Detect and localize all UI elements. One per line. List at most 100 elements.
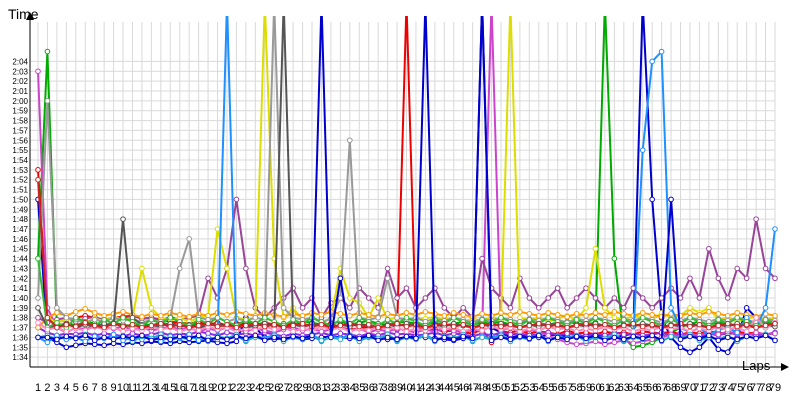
data-point bbox=[554, 311, 561, 318]
data-point bbox=[261, 323, 268, 330]
axes: Time Laps 1:341:351:361:371:381:391:401:… bbox=[8, 6, 789, 394]
data-point bbox=[243, 310, 249, 317]
data-point bbox=[347, 305, 353, 311]
data-point bbox=[148, 337, 155, 344]
data-point bbox=[545, 314, 552, 321]
data-point bbox=[347, 312, 353, 319]
data-point bbox=[649, 58, 655, 65]
data-point bbox=[545, 337, 552, 344]
data-point bbox=[356, 314, 363, 321]
x-tick-label: 4 bbox=[63, 382, 69, 394]
data-point bbox=[743, 321, 750, 328]
data-point bbox=[687, 275, 693, 282]
data-point bbox=[743, 275, 750, 282]
data-point bbox=[35, 319, 41, 326]
data-point bbox=[422, 309, 429, 315]
data-point bbox=[753, 216, 759, 222]
data-point bbox=[649, 305, 655, 311]
data-point bbox=[63, 321, 70, 328]
x-axis-label: Laps bbox=[742, 358, 771, 373]
data-point bbox=[621, 322, 627, 329]
data-point bbox=[54, 309, 60, 316]
data-point bbox=[176, 311, 183, 318]
data-point bbox=[772, 312, 778, 319]
data-point bbox=[110, 336, 117, 343]
data-point bbox=[195, 332, 202, 339]
data-point bbox=[715, 322, 722, 329]
data-point bbox=[394, 295, 400, 301]
data-point bbox=[35, 295, 41, 301]
plot-area bbox=[35, 16, 778, 356]
data-point bbox=[649, 196, 655, 203]
data-point bbox=[271, 334, 278, 341]
data-point bbox=[639, 309, 646, 316]
data-point bbox=[54, 336, 60, 343]
data-point bbox=[280, 313, 287, 320]
data-point bbox=[243, 316, 249, 323]
data-point bbox=[176, 328, 183, 335]
x-tick-label: 17 bbox=[183, 382, 195, 394]
data-point bbox=[243, 335, 249, 342]
data-point bbox=[734, 314, 741, 321]
data-point bbox=[507, 336, 514, 343]
data-point bbox=[526, 316, 533, 323]
x-tick-label: 50 bbox=[495, 382, 507, 394]
data-point bbox=[526, 310, 533, 317]
x-tick-label: 77 bbox=[750, 382, 762, 394]
data-point bbox=[101, 342, 107, 349]
data-point bbox=[252, 314, 259, 321]
data-point bbox=[91, 316, 98, 323]
data-point bbox=[658, 48, 665, 55]
data-point bbox=[148, 310, 155, 317]
data-point bbox=[545, 309, 552, 316]
data-point bbox=[422, 295, 429, 301]
x-tick-label: 26 bbox=[268, 382, 280, 394]
data-point bbox=[762, 265, 769, 272]
data-point bbox=[535, 332, 542, 339]
x-tick-label: 74 bbox=[722, 382, 734, 394]
x-tick-label: 10 bbox=[117, 382, 129, 394]
data-point bbox=[592, 245, 599, 252]
data-point bbox=[460, 305, 466, 311]
data-point bbox=[120, 309, 126, 315]
data-point bbox=[35, 324, 41, 331]
data-point bbox=[611, 339, 618, 346]
data-point bbox=[573, 322, 580, 329]
data-point bbox=[564, 324, 570, 331]
y-tick-label: 1:37 bbox=[12, 324, 28, 333]
data-point bbox=[564, 330, 570, 337]
data-point bbox=[441, 320, 448, 327]
data-point bbox=[413, 335, 419, 342]
data-point bbox=[611, 324, 618, 331]
data-point bbox=[715, 346, 722, 353]
data-point bbox=[706, 324, 712, 331]
data-point bbox=[337, 322, 344, 329]
x-tick-label: 34 bbox=[344, 382, 356, 394]
data-point bbox=[602, 321, 608, 328]
data-point bbox=[724, 320, 731, 327]
data-point bbox=[639, 323, 646, 330]
data-point bbox=[696, 311, 703, 318]
data-point bbox=[375, 295, 381, 301]
data-point bbox=[450, 323, 457, 330]
data-point bbox=[724, 334, 731, 341]
data-point bbox=[639, 335, 646, 342]
data-point bbox=[762, 316, 769, 323]
x-tick-label: 73 bbox=[712, 382, 724, 394]
data-point bbox=[337, 330, 344, 337]
data-point bbox=[592, 309, 599, 316]
x-tick-label: 49 bbox=[485, 382, 497, 394]
data-point bbox=[54, 305, 60, 311]
y-tick-label: 1:52 bbox=[12, 176, 28, 185]
x-tick-label: 6 bbox=[82, 382, 88, 394]
data-point bbox=[176, 321, 183, 328]
data-point bbox=[205, 275, 211, 282]
data-point bbox=[724, 326, 731, 333]
data-point bbox=[687, 333, 693, 340]
series-layer bbox=[35, 16, 778, 356]
data-point bbox=[554, 285, 561, 291]
y-tick-label: 1:56 bbox=[12, 136, 28, 145]
data-point bbox=[148, 316, 155, 323]
x-tick-label: 2 bbox=[44, 382, 50, 394]
